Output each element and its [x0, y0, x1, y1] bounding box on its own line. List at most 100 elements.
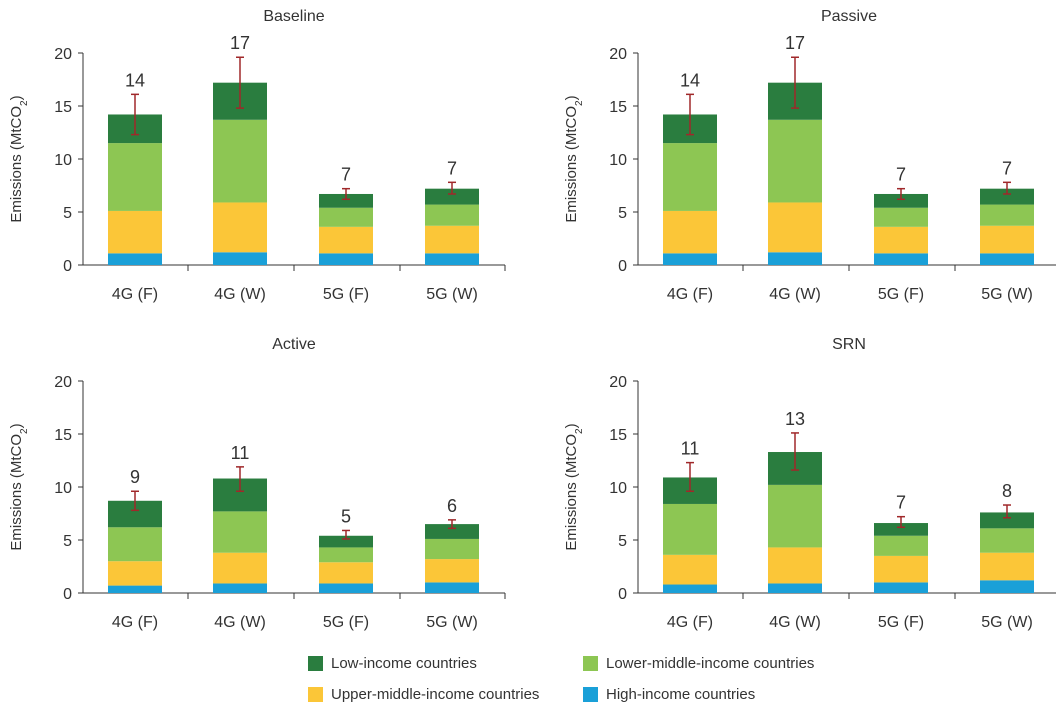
- y-tick-label: 20: [54, 374, 72, 391]
- x-tick-label: 5G (W): [426, 614, 478, 631]
- y-tick-label: 5: [63, 205, 72, 222]
- legend-item-high-income: High-income countries: [583, 686, 755, 703]
- x-tick-label: 4G (F): [667, 286, 713, 303]
- y-tick-label: 20: [54, 46, 72, 63]
- bar-segment-lower-middle-income-countries: [319, 547, 373, 563]
- bar-total-label: 11: [681, 439, 700, 459]
- y-tick-label: 0: [618, 586, 627, 603]
- y-tick-label: 15: [54, 427, 72, 444]
- bar-segment-upper-middle-income-countries: [319, 562, 373, 584]
- bar-segment-upper-middle-income-countries: [108, 210, 162, 254]
- bar-segment-upper-middle-income-countries: [425, 559, 479, 583]
- chart-title: Active: [272, 336, 316, 353]
- bar-segment-low-income-countries: [874, 193, 928, 208]
- bar-segment-high-income-countries: [319, 253, 373, 265]
- bar-segment-lower-middle-income-countries: [108, 527, 162, 562]
- bar-segment-upper-middle-income-countries: [213, 552, 267, 584]
- x-tick-label: 4G (W): [214, 286, 266, 303]
- y-tick-label: 5: [618, 205, 627, 222]
- bar-total-label: 5: [341, 506, 351, 526]
- bar-segment-upper-middle-income-countries: [980, 552, 1034, 581]
- bar-segment-lower-middle-income-countries: [663, 503, 717, 555]
- bar-total-label: 7: [896, 493, 906, 513]
- legend-swatch-high-income: [583, 687, 598, 702]
- y-axis-label: Emissions (MtCO2): [563, 95, 585, 222]
- x-tick-label: 4G (W): [214, 614, 266, 631]
- bar-segment-low-income-countries: [980, 512, 1034, 529]
- bar-segment-lower-middle-income-countries: [425, 204, 479, 226]
- bar-segment-upper-middle-income-countries: [874, 555, 928, 583]
- chart-title: Baseline: [263, 8, 324, 25]
- bar-segment-high-income-countries: [108, 585, 162, 593]
- y-tick-label: 10: [54, 152, 72, 169]
- bar-total-label: 7: [447, 158, 457, 178]
- bar-total-label: 6: [447, 496, 457, 516]
- figure: Baseline Emissions (MtCO2) 0 5 10 15 20 14 4G (F…: [8, 8, 1056, 631]
- x-tick-label: 4G (F): [112, 286, 158, 303]
- legend-swatch-lower-middle-income: [583, 656, 598, 671]
- x-tick-label: 5G (W): [981, 614, 1033, 631]
- bar-total-label: 11: [231, 443, 250, 463]
- bar-segment-lower-middle-income-countries: [874, 535, 928, 556]
- bar-segment-low-income-countries: [874, 523, 928, 536]
- bar-segment-low-income-countries: [319, 535, 373, 548]
- bar-segment-lower-middle-income-countries: [874, 207, 928, 227]
- bar-segment-low-income-countries: [425, 524, 479, 539]
- bar-segment-lower-middle-income-countries: [213, 119, 267, 203]
- bar-segment-high-income-countries: [213, 583, 267, 593]
- bar-segment-upper-middle-income-countries: [213, 202, 267, 253]
- x-tick-label: 4G (F): [667, 614, 713, 631]
- y-tick-label: 5: [63, 533, 72, 550]
- x-tick-label: 5G (W): [426, 286, 478, 303]
- chart-panel-baseline: Baseline Emissions (MtCO2) 0 5 10 15 20 14 4G (F…: [8, 8, 506, 303]
- bar-segment-high-income-countries: [768, 583, 822, 593]
- bar-segment-lower-middle-income-countries: [108, 143, 162, 211]
- bar-segment-high-income-countries: [874, 253, 928, 265]
- bar-total-label: 8: [1002, 481, 1012, 501]
- chart-title: SRN: [832, 336, 866, 353]
- bar-segment-upper-middle-income-countries: [319, 226, 373, 254]
- bar-total-label: 14: [680, 70, 700, 90]
- bar-segment-lower-middle-income-countries: [213, 511, 267, 553]
- y-axis-label: Emissions (MtCO2): [563, 423, 585, 550]
- bar-total-label: 9: [130, 467, 140, 487]
- bar-segment-lower-middle-income-countries: [768, 484, 822, 548]
- y-tick-label: 10: [54, 480, 72, 497]
- bar-segment-lower-middle-income-countries: [980, 204, 1034, 226]
- x-tick-label: 5G (F): [878, 614, 924, 631]
- legend-label-high-income: High-income countries: [606, 686, 756, 703]
- y-tick-label: 20: [609, 374, 627, 391]
- legend-item-upper-middle-income: Upper-middle-income countries: [308, 686, 539, 703]
- bar-segment-lower-middle-income-countries: [425, 538, 479, 560]
- x-tick-label: 5G (F): [323, 286, 369, 303]
- bar-total-label: 7: [1002, 158, 1012, 178]
- x-tick-label: 5G (F): [878, 286, 924, 303]
- bar-segment-lower-middle-income-countries: [980, 528, 1034, 553]
- y-tick-label: 15: [54, 99, 72, 116]
- legend-item-lower-middle-income: Lower-middle-income countries: [583, 655, 814, 672]
- chart-panel-passive: Passive Emissions (MtCO2) 0 5 10 15 20 14 4G (F)…: [563, 8, 1056, 303]
- y-tick-label: 10: [609, 152, 627, 169]
- bar-segment-high-income-countries: [425, 582, 479, 593]
- bar-total-label: 14: [125, 70, 145, 90]
- y-axis-label: Emissions (MtCO2): [8, 95, 30, 222]
- y-tick-label: 0: [63, 586, 72, 603]
- chart-panel-active: Active Emissions (MtCO2) 0 5 10 15 20 9 4G (F) 11…: [8, 336, 506, 631]
- bar-segment-upper-middle-income-countries: [663, 210, 717, 254]
- bar-segment-upper-middle-income-countries: [108, 561, 162, 586]
- bar-total-label: 17: [230, 33, 250, 53]
- x-tick-label: 4G (F): [112, 614, 158, 631]
- y-tick-label: 5: [618, 533, 627, 550]
- bar-segment-low-income-countries: [319, 193, 373, 208]
- bar-segment-high-income-countries: [980, 253, 1034, 265]
- bar-total-label: 7: [341, 165, 351, 185]
- bar-segment-low-income-countries: [425, 188, 479, 205]
- y-tick-label: 15: [609, 427, 627, 444]
- bar-segment-high-income-countries: [663, 253, 717, 265]
- bar-total-label: 13: [785, 409, 805, 429]
- x-tick-label: 4G (W): [769, 614, 821, 631]
- y-axis-label: Emissions (MtCO2): [8, 423, 30, 550]
- legend-label-lower-middle-income: Lower-middle-income countries: [606, 655, 815, 672]
- bar-segment-high-income-countries: [425, 253, 479, 265]
- bar-segment-upper-middle-income-countries: [768, 202, 822, 253]
